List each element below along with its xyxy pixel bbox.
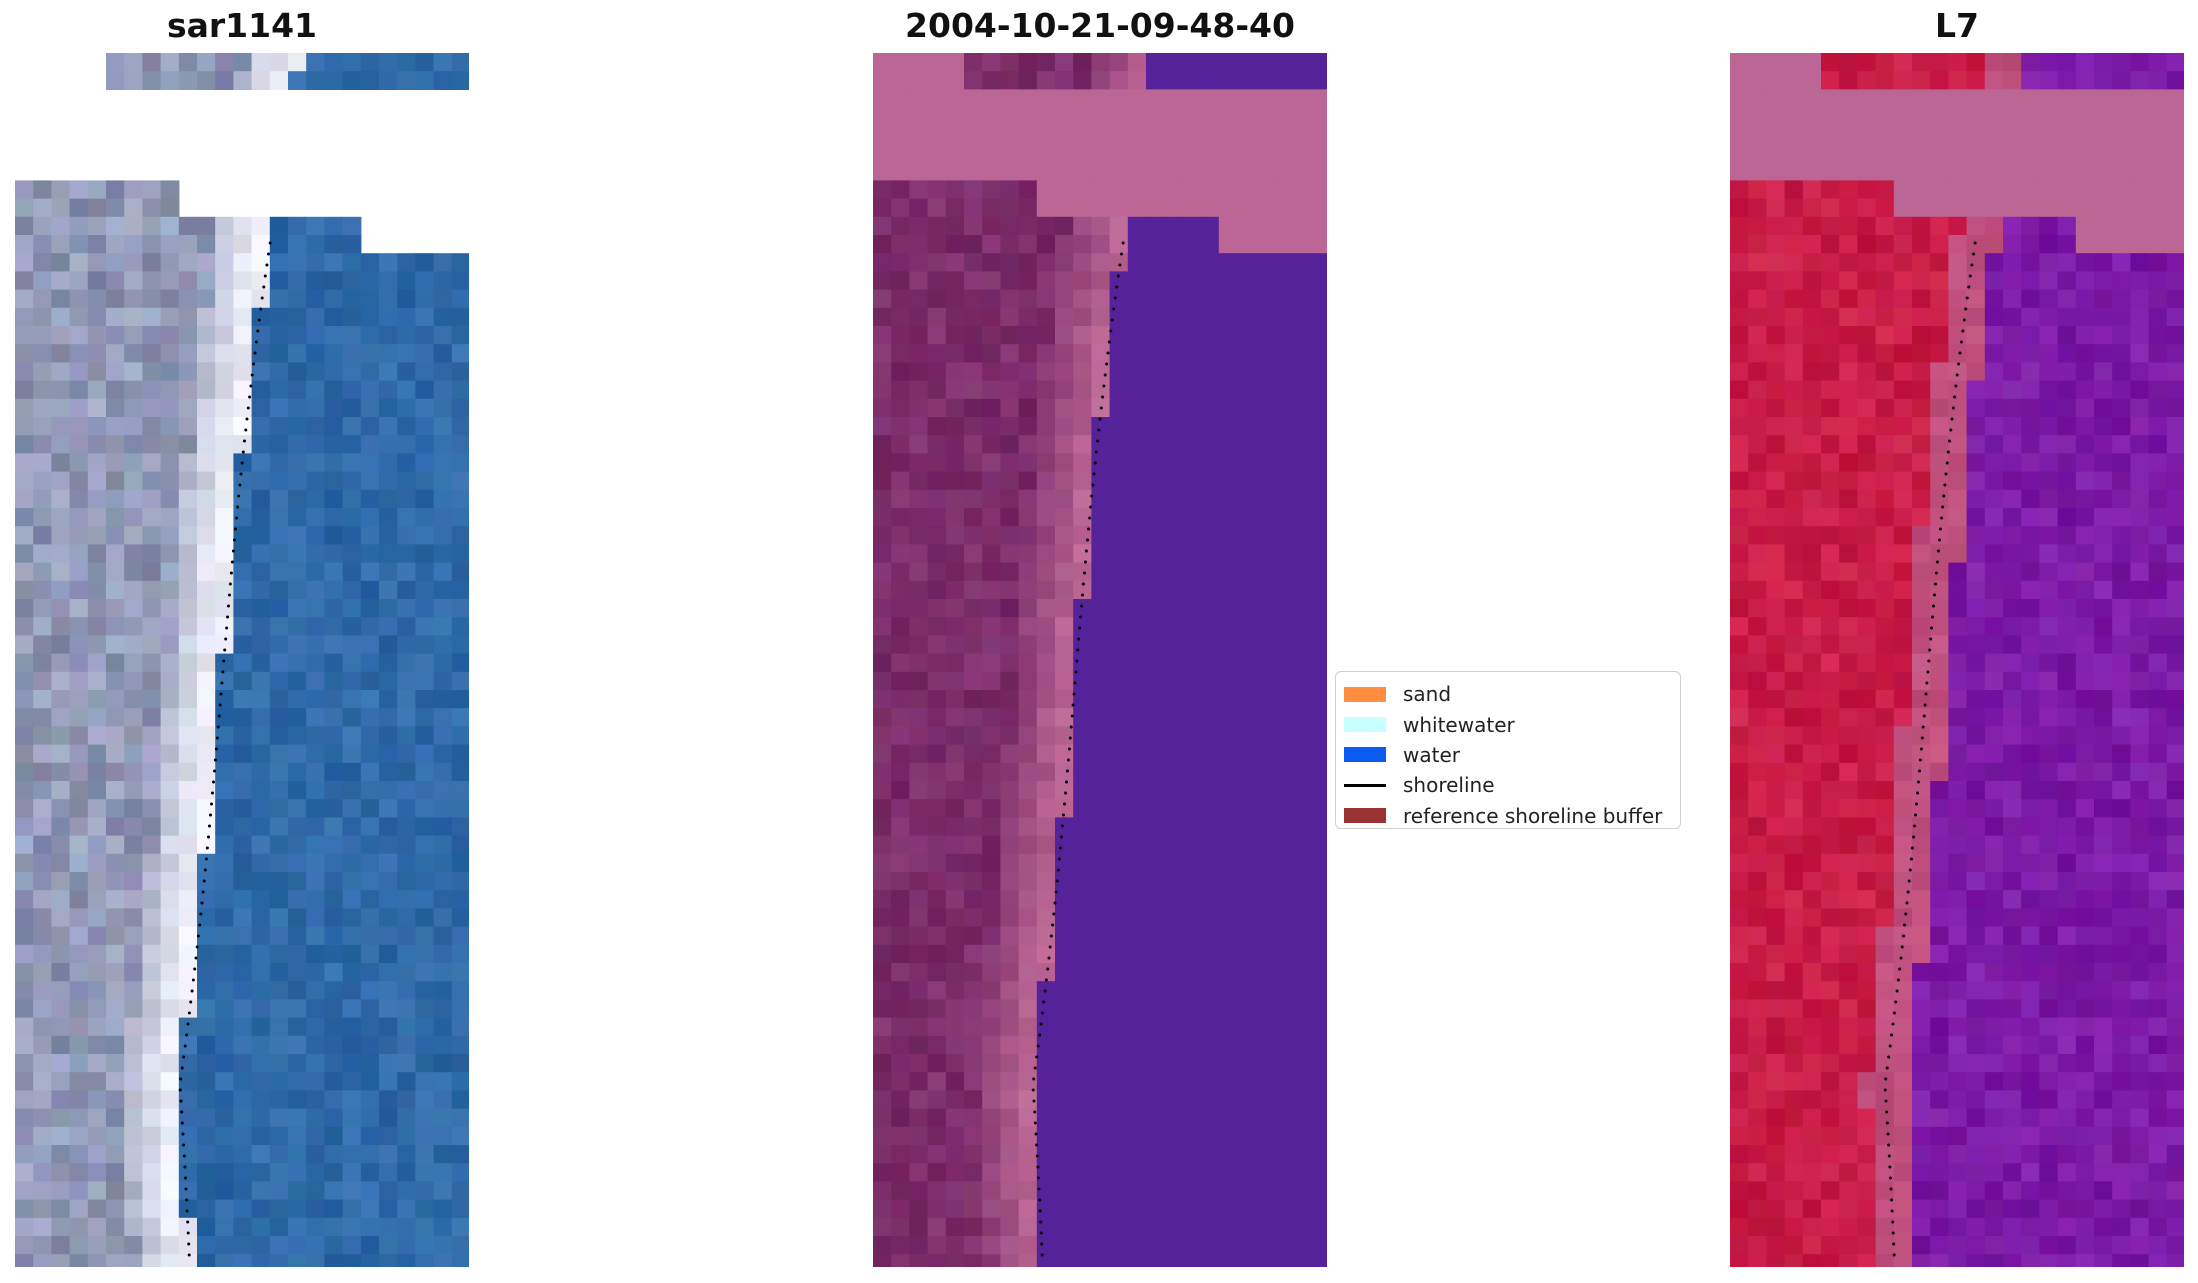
index-image-panel [1730,53,2184,1267]
legend-label-sand: sand [1403,682,1452,707]
legend-label-shoreline: shoreline [1403,773,1495,798]
legend-label-water: water [1403,742,1460,767]
legend-label-whitewater: whitewater [1403,712,1515,737]
legend-item-water: water [1344,740,1672,770]
legend-swatch-reference-shoreline-buffer [1344,808,1386,824]
panel-title-index: L7 [1935,6,1979,45]
legend-item-shoreline: shoreline [1344,770,1672,800]
legend-item-sand: sand [1344,679,1672,709]
legend-swatch-water [1344,747,1386,763]
legend-item-reference-shoreline-buffer: reference shoreline buffer [1344,801,1672,831]
legend: sand whitewater water shoreline referenc… [1335,671,1681,829]
classified-image-panel [873,53,1327,1267]
panel-title-rgb: sar1141 [166,6,318,45]
legend-item-whitewater: whitewater [1344,709,1672,739]
panel-title-classified: 2004-10-21-09-48-40 [905,6,1295,45]
rgb-image [15,53,469,1267]
rgb-image-panel [15,53,469,1267]
index-image [1730,53,2184,1267]
legend-label-reference-shoreline-buffer: reference shoreline buffer [1403,803,1663,828]
legend-swatch-whitewater [1344,717,1386,733]
legend-swatch-sand [1344,686,1386,702]
classified-image [873,53,1327,1267]
legend-swatch-shoreline [1344,783,1386,787]
